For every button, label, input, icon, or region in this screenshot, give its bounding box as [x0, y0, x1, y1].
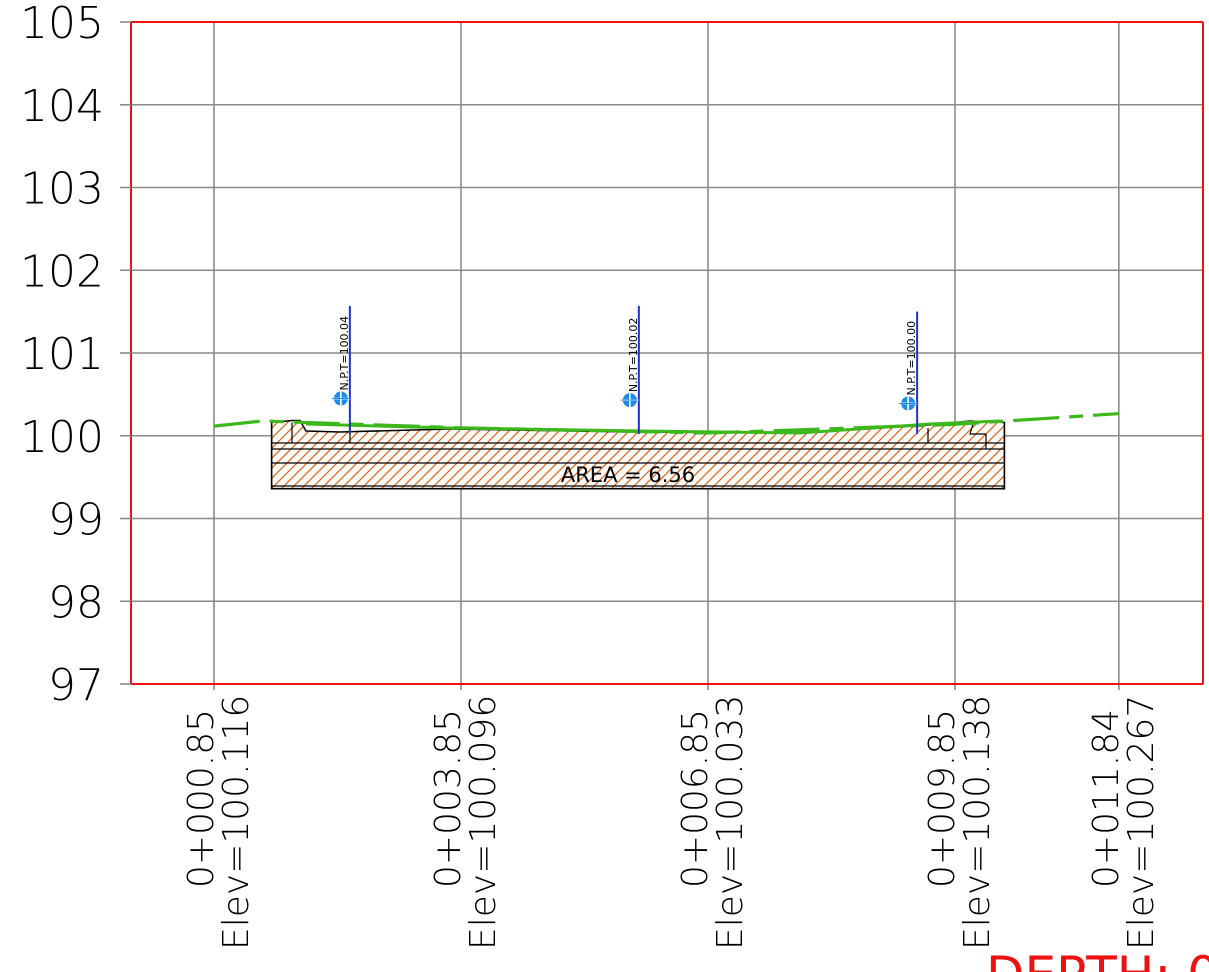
station-label: 0+009.85	[922, 709, 963, 888]
marker-label: N.P.T=100.04	[338, 316, 351, 391]
elevation-label: Elev=100.033	[710, 695, 751, 950]
station-label: 0+011.84	[1086, 709, 1127, 888]
ground-line	[213, 412, 1119, 435]
y-tick-label: 105	[20, 0, 104, 49]
curb-right	[969, 420, 987, 449]
marker-label: N.P.T=100.00	[905, 321, 918, 396]
y-tick-label: 98	[48, 577, 104, 628]
station-label: 0+006.85	[675, 709, 716, 888]
y-tick-label: 103	[20, 164, 104, 215]
y-tick-label: 97	[48, 660, 104, 711]
existing-ground	[213, 412, 1119, 435]
y-tick-label: 101	[20, 329, 104, 380]
station-label: 0+000.85	[181, 709, 222, 888]
pavement-top-line	[305, 419, 1001, 435]
elevation-label: Elev=100.096	[463, 695, 504, 950]
elevation-label: Elev=100.116	[216, 695, 257, 950]
y-tick-label: 102	[20, 246, 104, 297]
grid	[131, 22, 1203, 690]
y-tick-label: 100	[20, 412, 104, 463]
marker-label: N.P.T=100.02	[627, 318, 640, 393]
area-label: AREA = 6.56	[561, 463, 695, 487]
elevation-label: Elev=100.267	[1121, 695, 1162, 950]
elevation-label: Elev=100.138	[957, 695, 998, 950]
y-tick-label: 104	[20, 81, 104, 132]
depth-label: DEPTH: 0	[986, 946, 1209, 972]
y-axis: 105 104 103 102 101 100 99 98 97	[20, 0, 131, 711]
station-label: 0+003.85	[428, 709, 469, 888]
y-tick-label: 99	[48, 495, 104, 546]
bottom-text: DEPTH: 0	[986, 946, 1209, 972]
npt-markers: N.P.T=100.04 N.P.T=100.02 N.P.T=100.00	[331, 305, 919, 434]
